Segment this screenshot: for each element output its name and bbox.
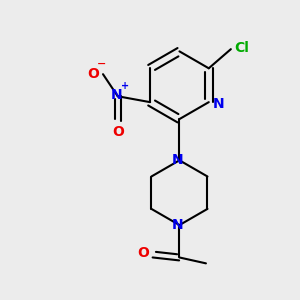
Text: O: O (137, 246, 149, 260)
Text: N: N (212, 97, 224, 111)
Text: N: N (110, 88, 122, 102)
Text: N: N (172, 218, 184, 232)
Text: O: O (88, 67, 100, 81)
Text: N: N (172, 153, 184, 167)
Text: −: − (97, 59, 106, 69)
Text: Cl: Cl (234, 41, 249, 55)
Text: +: + (121, 81, 129, 91)
Text: O: O (112, 125, 124, 139)
